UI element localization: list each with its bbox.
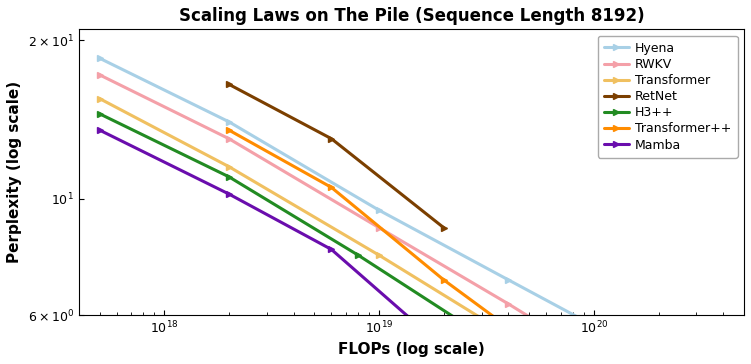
RWKV — [225, 136, 234, 141]
Mamba — [95, 128, 104, 132]
Transformer — [225, 165, 234, 169]
Line: H3++: H3++ — [97, 111, 699, 364]
Transformer — [375, 253, 384, 257]
RetNet — [225, 82, 234, 87]
Line: Transformer++: Transformer++ — [226, 127, 682, 364]
Mamba — [327, 247, 336, 252]
X-axis label: FLOPs (log scale): FLOPs (log scale) — [338, 342, 484, 357]
Hyena — [606, 333, 615, 337]
Legend: Hyena, RWKV, Transformer, RetNet, H3++, Transformer++, Mamba: Hyena, RWKV, Transformer, RetNet, H3++, … — [598, 36, 737, 158]
Line: RetNet: RetNet — [226, 82, 447, 230]
Line: Mamba: Mamba — [97, 127, 662, 364]
RWKV — [504, 302, 513, 306]
RetNet — [327, 136, 336, 141]
Mamba — [439, 345, 448, 350]
RWKV — [375, 225, 384, 230]
Transformer++ — [439, 278, 448, 282]
Transformer++ — [327, 185, 336, 190]
Transformer — [95, 96, 104, 101]
Line: Hyena: Hyena — [97, 55, 699, 364]
Mamba — [225, 192, 234, 196]
Transformer++ — [225, 128, 234, 132]
Hyena — [95, 56, 104, 60]
Title: Scaling Laws on The Pile (Sequence Length 8192): Scaling Laws on The Pile (Sequence Lengt… — [179, 7, 644, 25]
RWKV — [95, 73, 104, 77]
Hyena — [225, 120, 234, 124]
H3++ — [477, 333, 486, 337]
H3++ — [225, 175, 234, 179]
Hyena — [375, 208, 384, 213]
RetNet — [439, 225, 448, 230]
Y-axis label: Perplexity (log scale): Perplexity (log scale) — [7, 81, 22, 263]
Line: RWKV: RWKV — [97, 72, 596, 359]
H3++ — [354, 253, 363, 257]
RWKV — [590, 355, 599, 359]
H3++ — [95, 112, 104, 116]
Transformer — [504, 333, 513, 337]
Hyena — [504, 278, 513, 282]
Line: Transformer: Transformer — [97, 96, 699, 364]
